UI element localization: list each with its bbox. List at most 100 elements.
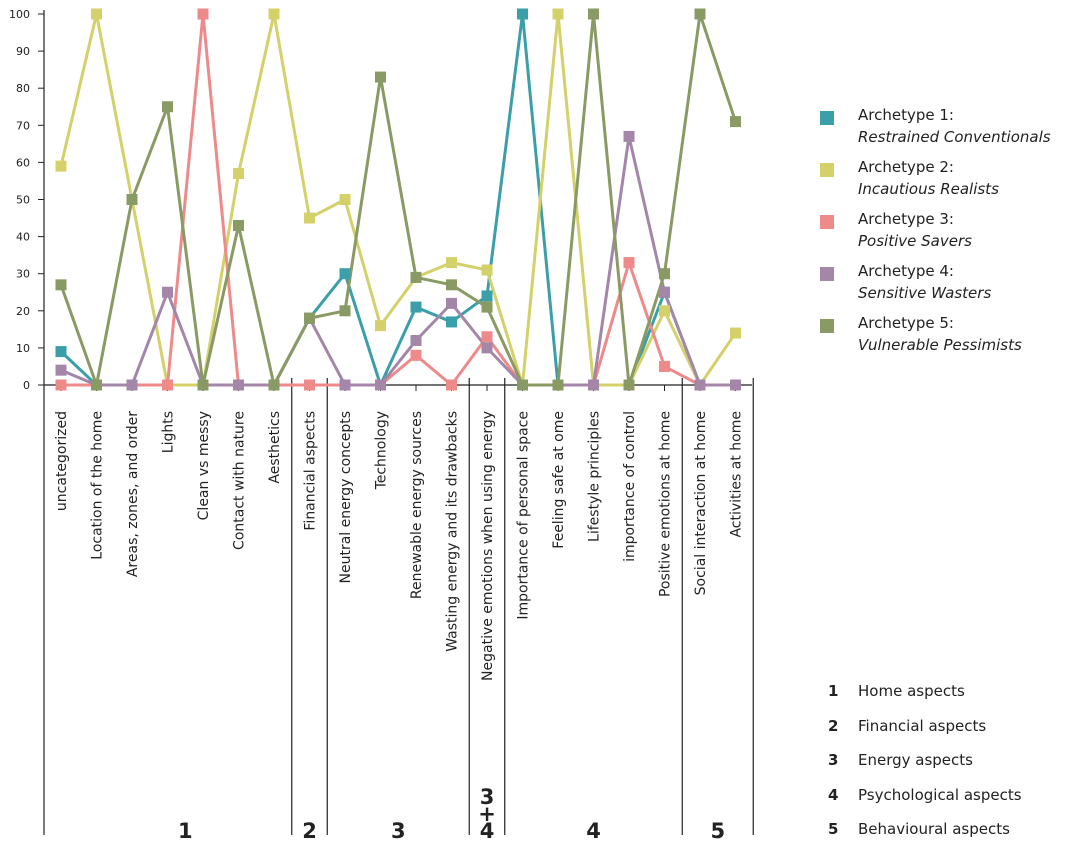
y-tick-label: 90: [16, 45, 30, 58]
x-tick-label: Aesthetics: [267, 411, 283, 484]
legend-name: Archetype 2:: [858, 158, 954, 176]
data-point-archetype-4: [588, 379, 599, 391]
data-point-archetype-2: [268, 8, 280, 20]
x-tick-label: Importance of personal space: [516, 411, 532, 620]
legend-name: Archetype 5:: [858, 314, 954, 332]
legend-name: Archetype 4:: [858, 262, 954, 280]
group-legend-label: Financial aspects: [858, 716, 987, 735]
legend-description: Sensitive Wasters: [858, 284, 992, 302]
data-point-archetype-3: [410, 349, 422, 361]
y-tick-label: 20: [16, 305, 30, 318]
data-point-archetype-5: [233, 219, 244, 231]
legend-swatch-archetype-1: [820, 111, 834, 125]
data-point-archetype-3: [162, 379, 173, 391]
group-label: 3: [480, 785, 495, 809]
legend-item-archetype-5[interactable]: Archetype 5: Vulnerable Pessimists: [820, 312, 1070, 364]
x-tick-label: Positive emotions at home: [658, 411, 674, 597]
legend-name: Archetype 1:: [858, 106, 954, 124]
legend-swatch-archetype-3: [820, 215, 834, 229]
data-point-archetype-4: [410, 334, 422, 346]
data-point-archetype-5: [126, 194, 138, 205]
data-point-archetype-5: [55, 279, 67, 291]
data-point-archetype-1: [55, 346, 67, 358]
data-point-archetype-5: [517, 379, 528, 391]
data-point-archetype-2: [481, 264, 493, 276]
legend-description: Restrained Conventionals: [858, 128, 1051, 146]
legend-item-archetype-4[interactable]: Archetype 4: Sensitive Wasters: [820, 260, 1070, 312]
x-tick-label: Clean vs messy: [196, 411, 212, 520]
group-label: 2: [302, 819, 317, 843]
data-point-archetype-3: [197, 8, 209, 20]
y-tick-label: 100: [9, 8, 30, 21]
data-point-archetype-2: [339, 194, 351, 205]
y-tick-label: 40: [16, 231, 30, 244]
legend-swatch-archetype-2: [820, 163, 834, 177]
x-tick-label: Contact with nature: [232, 411, 248, 550]
data-point-archetype-5: [481, 301, 493, 313]
x-tick-label: Financial aspects: [303, 411, 319, 531]
data-point-archetype-2: [730, 327, 741, 339]
y-tick-label: 70: [16, 119, 30, 132]
data-point-archetype-5: [162, 101, 173, 113]
x-tick-label: Activities at home: [729, 411, 745, 538]
data-point-archetype-5: [588, 8, 599, 20]
group-legend-number: 2: [828, 716, 839, 735]
data-point-archetype-1: [481, 290, 493, 302]
x-tick-label: Areas, zones, and order: [125, 411, 141, 577]
group-label: 3: [391, 819, 406, 843]
y-tick-label: 60: [16, 156, 30, 169]
x-tick-label: Location of the home: [90, 411, 106, 560]
group-legend-label: Home aspects: [858, 682, 965, 700]
legend-item-archetype-3[interactable]: Archetype 3: Positive Savers: [820, 208, 1070, 260]
group-legend-number: 5: [828, 820, 839, 838]
category-groups-legend: 1 Home aspects 2 Financial aspects 3 Energy…: [828, 680, 1073, 853]
data-point-archetype-2: [233, 168, 244, 180]
group-legend-item: 5 Behavioural aspects: [828, 818, 1073, 853]
data-point-archetype-4: [659, 286, 670, 298]
series-line-archetype-3: [61, 12, 736, 387]
group-label: 1: [178, 819, 193, 843]
data-point-archetype-2: [375, 320, 386, 332]
data-point-archetype-5: [623, 379, 635, 391]
data-point-archetype-2: [55, 160, 67, 172]
legend-item-archetype-2[interactable]: Archetype 2: Incautious Realists: [820, 156, 1070, 208]
data-point-archetype-4: [162, 286, 173, 298]
group-legend-number: 1: [828, 682, 839, 700]
data-point-archetype-3: [446, 379, 457, 391]
data-point-archetype-4: [375, 379, 386, 391]
x-tick-label: Negative emotions when using energy: [480, 411, 496, 681]
x-tick-label: Feeling safe at ome: [551, 411, 567, 549]
legend-description: Incautious Realists: [858, 180, 999, 198]
legend-description: Positive Savers: [858, 232, 972, 250]
data-point-archetype-2: [659, 305, 670, 317]
series-line-archetype-5: [59, 12, 737, 387]
data-point-archetype-1: [339, 268, 351, 280]
data-point-archetype-1: [446, 316, 457, 328]
data-point-archetype-4: [233, 379, 244, 391]
data-point-archetype-5: [659, 268, 670, 280]
data-point-archetype-5: [552, 379, 564, 391]
data-point-archetype-4: [55, 364, 67, 376]
data-point-archetype-5: [91, 379, 102, 391]
series-legend: Archetype 1: Restrained Conventionals Ar…: [820, 104, 1070, 364]
series-line-archetype-1: [59, 12, 736, 387]
x-tick-label: uncategorized: [54, 411, 70, 511]
data-point-archetype-4: [126, 379, 138, 391]
data-point-archetype-4: [446, 297, 457, 309]
data-point-archetype-5: [268, 379, 280, 391]
data-point-archetype-3: [623, 257, 635, 269]
legend-name: Archetype 3:: [858, 210, 954, 228]
data-point-archetype-5: [197, 379, 209, 391]
data-point-archetype-4: [623, 130, 635, 142]
data-point-archetype-2: [552, 8, 564, 20]
legend-swatch-archetype-5: [820, 319, 834, 333]
data-point-archetype-2: [446, 257, 457, 269]
group-legend-number: 4: [828, 785, 839, 804]
data-point-archetype-3: [481, 331, 493, 343]
x-tick-label: Lifestyle principles: [587, 411, 603, 542]
legend-description: Vulnerable Pessimists: [858, 336, 1022, 354]
legend-item-archetype-1[interactable]: Archetype 1: Restrained Conventionals: [820, 104, 1070, 156]
data-point-archetype-4: [339, 379, 351, 391]
data-point-archetype-1: [410, 301, 422, 313]
data-point-archetype-2: [91, 8, 102, 20]
